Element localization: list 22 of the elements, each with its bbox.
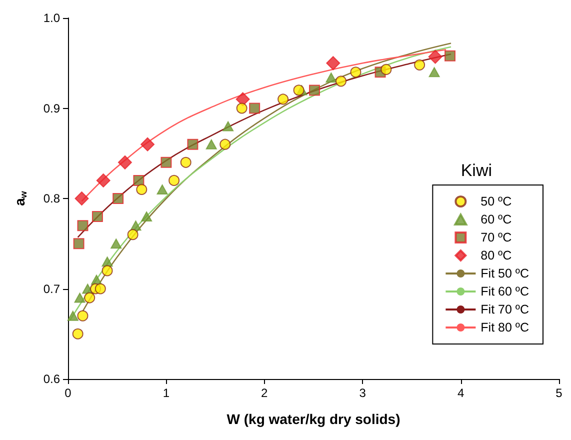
legend-label: 60 ºC bbox=[480, 212, 512, 226]
legend-label: Fit 70 ºC bbox=[480, 302, 529, 316]
y-tick-label: 0.7 bbox=[43, 282, 60, 296]
legend-title: Kiwi bbox=[460, 161, 492, 180]
x-tick-label: 3 bbox=[359, 386, 366, 400]
x-tick-label: 2 bbox=[261, 386, 268, 400]
legend-label: 80 ºC bbox=[480, 248, 512, 262]
y-tick-label: 0.6 bbox=[43, 372, 60, 386]
y-tick-label: 1.0 bbox=[43, 11, 60, 25]
y-axis-title: aw bbox=[12, 190, 28, 206]
legend-label: Fit 50 ºC bbox=[480, 266, 529, 280]
legend-label: Fit 60 ºC bbox=[480, 284, 529, 298]
y-tick-label: 0.8 bbox=[43, 192, 60, 206]
x-tick-label: 1 bbox=[162, 386, 170, 400]
legend-label: Fit 80 ºC bbox=[480, 320, 529, 334]
x-tick-label: 4 bbox=[457, 386, 464, 400]
legend-label: 50 ºC bbox=[480, 194, 512, 208]
y-tick-label: 0.9 bbox=[43, 101, 60, 116]
x-tick-label: 0 bbox=[64, 386, 72, 400]
x-axis-title: W (kg water/kg dry solids) bbox=[226, 411, 400, 427]
legend-label: 70 ºC bbox=[480, 230, 512, 244]
x-tick-label: 5 bbox=[556, 386, 563, 400]
